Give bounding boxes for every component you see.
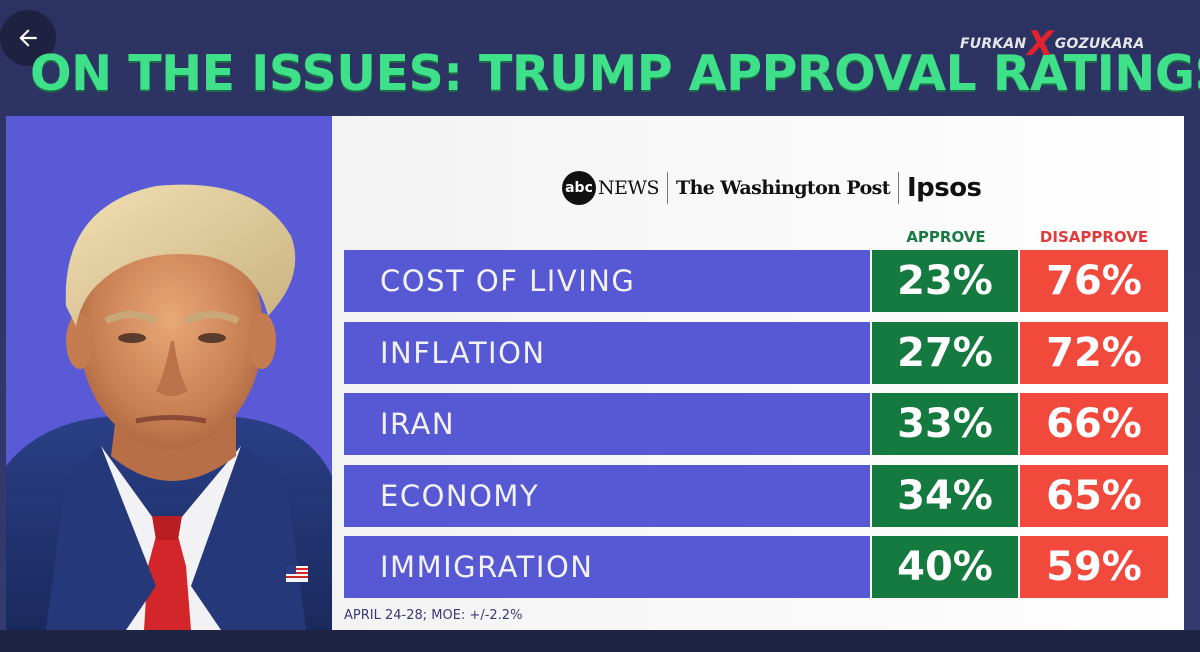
issue-label: IRAN [344,393,870,455]
abc-news-text: NEWS [598,177,660,199]
issue-label: ECONOMY [344,464,870,527]
ipsos-logo: Ipsos [906,173,982,203]
abc-logo: abc [562,171,596,205]
issue-label: IMMIGRATION [344,536,870,598]
watermark: FURKAN X GOZUKARA [960,26,1145,62]
watermark-x-mark: X [1027,24,1054,64]
portrait-panel [6,116,332,630]
approve-value: 33% [872,393,1018,455]
bottom-strip [0,630,1200,652]
portrait-photo [6,184,332,630]
logo-divider [897,172,899,204]
ratings-board: abc NEWS The Washington Post Ipsos APPRO… [332,116,1184,630]
approve-value: 23% [872,250,1018,312]
sponsor-logos: abc NEWS The Washington Post Ipsos [562,168,982,208]
issue-label: INFLATION [344,321,870,384]
approve-value: 40% [872,536,1018,598]
approve-column-header: APPROVE [906,228,986,246]
back-button[interactable] [0,10,56,66]
disapprove-value: 59% [1020,536,1168,598]
disapprove-value: 76% [1020,250,1168,312]
disapprove-value: 72% [1020,321,1168,384]
approve-value: 27% [872,321,1018,384]
logo-divider [667,172,669,204]
arrow-left-icon [19,29,37,47]
headline: ON THE ISSUES: TRUMP APPROVAL RATINGS [30,45,1200,102]
watermark-right: GOZUKARA [1054,36,1145,52]
disapprove-value: 65% [1020,464,1168,527]
washington-post-logo: The Washington Post [676,177,890,199]
disapprove-value: 66% [1020,393,1168,455]
watermark-left: FURKAN [960,36,1027,52]
poll-footnote: APRIL 24-28; MOE: +/-2.2% [344,608,523,623]
approve-value: 34% [872,464,1018,527]
disapprove-column-header: DISAPPROVE [1039,228,1149,246]
issue-label: COST OF LIVING [344,250,870,312]
